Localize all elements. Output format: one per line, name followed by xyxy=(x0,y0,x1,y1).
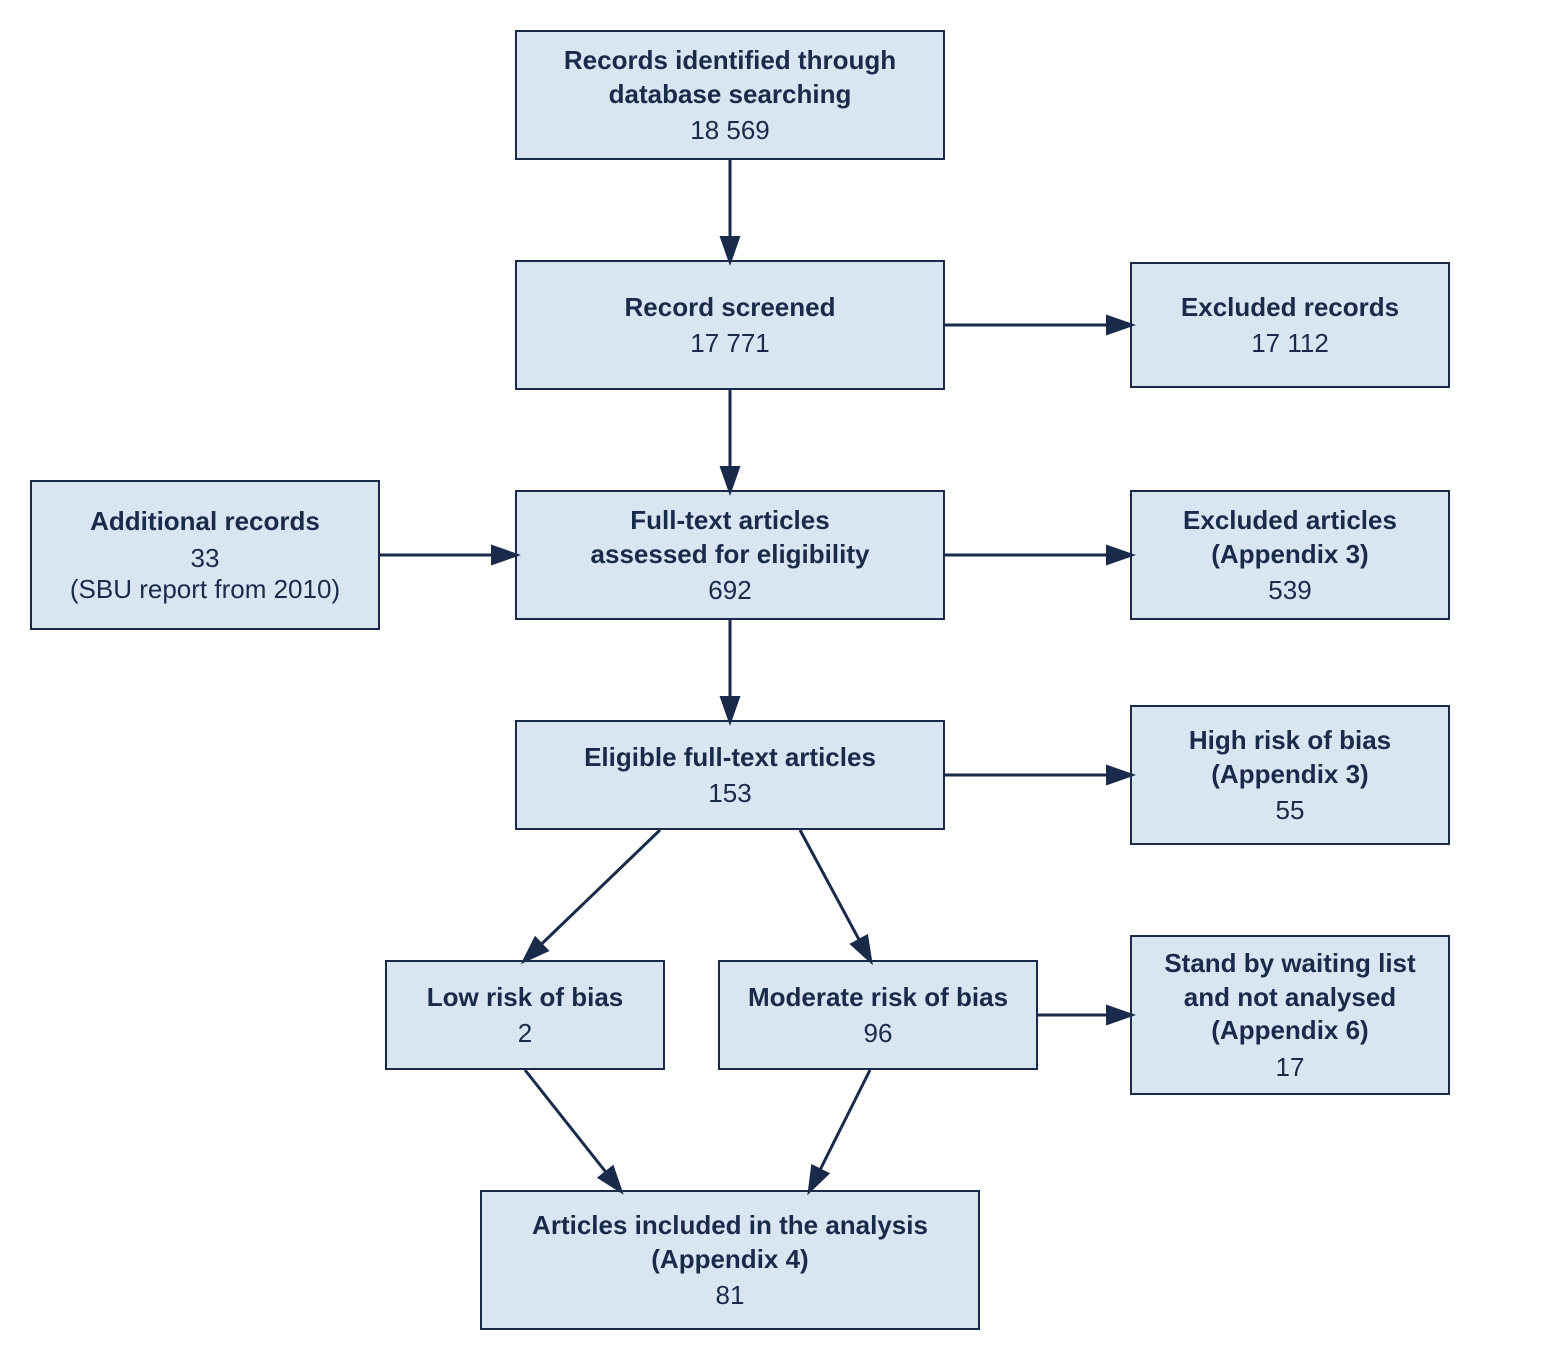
node-title: Excluded articles xyxy=(1183,504,1397,538)
node-value: 17 112 xyxy=(1251,328,1329,359)
edge-eligible-to-low_risk xyxy=(525,830,660,960)
node-value: 2 xyxy=(518,1018,532,1049)
node-value: 153 xyxy=(708,778,751,809)
node-title: Eligible full-text articles xyxy=(584,741,876,775)
node-title: Records identified through xyxy=(564,44,896,78)
node-note: (SBU report from 2010) xyxy=(70,574,340,605)
node-title: Excluded records xyxy=(1181,291,1399,325)
node-title: Articles included in the analysis xyxy=(532,1209,928,1243)
node-moderate-risk: Moderate risk of bias 96 xyxy=(718,960,1038,1070)
edge-moderate_risk-to-included xyxy=(810,1070,870,1190)
edge-eligible-to-moderate_risk xyxy=(800,830,870,960)
node-title: High risk of bias xyxy=(1189,724,1391,758)
node-title: Stand by waiting list xyxy=(1164,947,1415,981)
node-title: Moderate risk of bias xyxy=(748,981,1008,1015)
node-title-line2: database searching xyxy=(609,78,852,112)
node-value: 539 xyxy=(1268,575,1311,606)
node-value: 81 xyxy=(716,1280,745,1311)
node-value: 96 xyxy=(864,1018,893,1049)
node-additional: Additional records 33 (SBU report from 2… xyxy=(30,480,380,630)
node-title: Record screened xyxy=(625,291,836,325)
node-title-line2: and not analysed xyxy=(1184,981,1396,1015)
node-title: Low risk of bias xyxy=(427,981,624,1015)
node-title: Additional records xyxy=(90,505,320,539)
node-value: 692 xyxy=(708,575,751,606)
node-subtitle: (Appendix 3) xyxy=(1211,758,1368,792)
node-value: 55 xyxy=(1276,795,1305,826)
node-title-line2: assessed for eligibility xyxy=(591,538,870,572)
node-screened: Record screened 17 771 xyxy=(515,260,945,390)
node-value: 17 771 xyxy=(690,328,770,359)
node-included: Articles included in the analysis (Appen… xyxy=(480,1190,980,1330)
node-low-risk: Low risk of bias 2 xyxy=(385,960,665,1070)
node-identified: Records identified through database sear… xyxy=(515,30,945,160)
node-standby: Stand by waiting list and not analysed (… xyxy=(1130,935,1450,1095)
node-title: Full-text articles xyxy=(630,504,829,538)
node-value: 18 569 xyxy=(690,115,770,146)
flowchart-arrows xyxy=(0,0,1563,1370)
node-subtitle: (Appendix 6) xyxy=(1211,1014,1368,1048)
node-subtitle: (Appendix 4) xyxy=(651,1243,808,1277)
node-value: 33 xyxy=(191,543,220,574)
node-high-risk: High risk of bias (Appendix 3) 55 xyxy=(1130,705,1450,845)
node-value: 17 xyxy=(1276,1052,1305,1083)
edge-low_risk-to-included xyxy=(525,1070,620,1190)
node-excluded-articles: Excluded articles (Appendix 3) 539 xyxy=(1130,490,1450,620)
node-excluded-records: Excluded records 17 112 xyxy=(1130,262,1450,388)
node-fulltext-assessed: Full-text articles assessed for eligibil… xyxy=(515,490,945,620)
node-eligible: Eligible full-text articles 153 xyxy=(515,720,945,830)
node-subtitle: (Appendix 3) xyxy=(1211,538,1368,572)
